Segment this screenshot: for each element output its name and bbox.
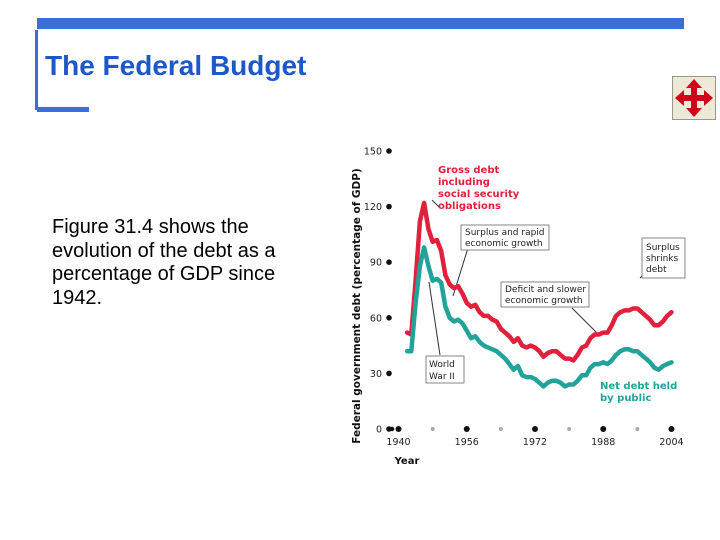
svg-text:Surplus shrinks de: Surplus shrinks debt (646, 243, 683, 275)
x-tick-label: 1988 (591, 437, 615, 448)
y-tick-dot (386, 259, 392, 265)
y-tick-label: 150 (364, 147, 382, 158)
y-tick-label: 0 (376, 425, 382, 436)
x-tick-label: 1972 (523, 437, 547, 448)
move-button[interactable] (672, 76, 716, 120)
svg-text:Deficit and slower econo: Deficit and slower economic growth (505, 285, 589, 306)
x-tick-dot-minor (498, 427, 503, 431)
annotation-deficit-slower-growth: Deficit and slower economic growth (500, 281, 590, 308)
x-tick-dot-minor (567, 427, 572, 431)
title-frame-top-bar (37, 18, 684, 29)
x-axis-label: Year (394, 456, 420, 467)
y-tick-dot (386, 315, 392, 321)
series-layer (404, 200, 674, 389)
y-axis-label: Federal government debt (percentage of G… (351, 168, 363, 444)
annotation-net-debt: Net debt held by public (600, 381, 681, 404)
svg-text:World War II: World War II (429, 360, 458, 382)
x-tick-label: 2004 (659, 437, 683, 448)
annotation-leaders (428, 199, 649, 356)
annotation-gross-debt: Gross debt including social security obl… (438, 165, 523, 212)
x-tick-dot-major (395, 426, 402, 432)
y-tick-dot (386, 370, 392, 377)
x-tick-dot-minor (635, 427, 640, 431)
y-tick-dot (386, 203, 392, 210)
x-tick-dot-minor (430, 427, 435, 431)
annotation-world-war-ii: World War II (425, 355, 465, 384)
y-tick-label: 30 (370, 369, 382, 380)
x-axis-ticks: 1940 1956 1972 1988 2004 (386, 426, 684, 448)
svg-text:Surplus and rapid econom: Surplus and rapid economic growth (465, 228, 547, 249)
series-line-gross-debt (404, 200, 674, 363)
slide-title: The Federal Budget (45, 50, 307, 81)
y-tick-dot (386, 148, 392, 154)
annotation-surplus-shrinks-debt: Surplus shrinks debt (641, 237, 686, 279)
y-axis-ticks: 0 30 60 90 120 150 (364, 147, 392, 436)
move-arrows-icon (675, 79, 713, 117)
y-tick-label: 90 (370, 258, 382, 269)
y-tick-label: 120 (364, 202, 382, 213)
debt-chart: Federal government debt (percentage of G… (351, 147, 686, 467)
x-tick-label: 1956 (455, 437, 479, 448)
y-tick-label: 60 (370, 313, 382, 324)
x-tick-dot-major (532, 426, 538, 432)
title-frame-underline (37, 107, 89, 112)
slide-body-text: Figure 31.4 shows the evolution of the d… (52, 216, 276, 309)
annotation-surplus-rapid-growth: Surplus and rapid economic growth (460, 224, 550, 251)
x-tick-dot-major (600, 426, 607, 432)
series-line-net-debt (404, 245, 674, 389)
x-tick-label: 1940 (386, 437, 410, 448)
y-tick-dot (386, 426, 392, 432)
title-frame-left-bar (35, 30, 38, 110)
x-axis-origin-dot (389, 426, 395, 432)
x-tick-dot-major (463, 426, 470, 432)
x-tick-dot-major (668, 426, 675, 432)
